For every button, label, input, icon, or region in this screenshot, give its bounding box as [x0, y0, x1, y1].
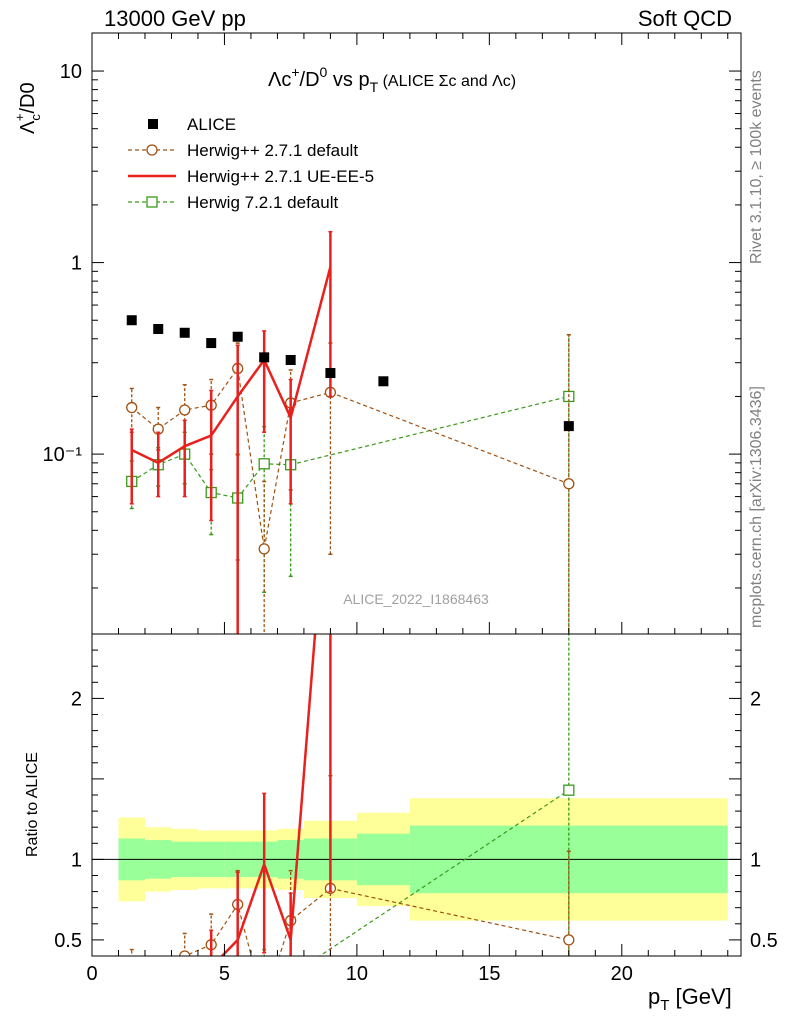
legend-entry-line: Herwig++ 2.7.1 UE-EE-5 [128, 167, 374, 186]
herwig-271-default-point [259, 999, 269, 1009]
herwig-721-default-point [127, 992, 137, 1002]
mcplots-label: mcplots.cern.ch [arXiv:1306.3436] [748, 386, 765, 628]
alice-data-point [153, 323, 164, 334]
ratio-y-tick-label-right: 2 [750, 688, 761, 710]
alice-data-point [179, 327, 190, 338]
main-series-circle [126, 333, 575, 634]
line-series-line [131, 266, 332, 465]
chart-title: Λc+/D0 vs pT (ALICE Σc and Λc) [268, 64, 516, 95]
herwig-721-default-point [206, 988, 216, 998]
herwig-721-default-point [153, 984, 163, 994]
herwig-271-default-point [258, 543, 270, 555]
herwig-721-default-point [259, 970, 269, 980]
header-left: 13000 GeV pp [104, 6, 246, 31]
x-tick-label: 5 [219, 963, 230, 985]
herwig-721-default-point [233, 993, 243, 1003]
main-y-tick-label: 1 [71, 253, 82, 275]
herwig-271-default-point [563, 478, 575, 490]
ratio-y-tick-label-right: 0.5 [750, 930, 778, 952]
main-y-tick-label: 10 [60, 61, 82, 83]
x-tick-label: 20 [611, 963, 633, 985]
herwig-271-default-point [127, 959, 137, 969]
ratio-y-tick-label-left: 2 [71, 688, 82, 710]
x-axis-label: pT [GeV] [648, 984, 732, 1014]
axis-ticks [91, 33, 741, 956]
square-series-line [131, 395, 569, 499]
herwig-271-default-point [563, 934, 575, 946]
alice-data-point [563, 421, 574, 432]
alice-data-point [285, 354, 296, 365]
x-tick-label: 10 [346, 963, 368, 985]
herwig-271-default-point [126, 401, 138, 414]
analysis-watermark: ALICE_2022_I1868463 [343, 591, 489, 607]
main-y-tick-label: 10⁻¹ [43, 444, 83, 466]
legend-square-marker [146, 196, 158, 208]
x-tick-label: 15 [478, 963, 500, 985]
alice-data-point [259, 352, 270, 363]
legend: ALICE Herwig++ 2.7.1 default Herwig++ 2.7.… [128, 115, 374, 212]
legend-label: Herwig++ 2.7.1 default [187, 141, 358, 160]
herwig-271-default-point [179, 404, 191, 416]
rivet-label: Rivet 3.1.10, ≥ 100k events [748, 70, 765, 264]
ratio-y-tick-label-left: 1 [71, 849, 82, 871]
ratio-series-square [127, 634, 575, 1003]
main-ylabel: Λc+/D0 [12, 82, 43, 134]
axis-tick-labels: 0 5 10 15 20 10 1 10⁻¹ 2 2 1 1 0.5 0.5 [43, 61, 778, 985]
alice-data-point [325, 368, 336, 379]
legend-entry-data: ALICE [148, 115, 236, 134]
legend-label: ALICE [187, 115, 236, 134]
alice-data-point [378, 376, 389, 387]
herwig-721-default-point [286, 970, 296, 980]
circle-series-line [131, 366, 570, 549]
alice-data-point [126, 315, 137, 326]
legend-label: Herwig 7.2.1 default [187, 193, 338, 212]
alice-data-point [232, 331, 243, 342]
main-series-line [129, 230, 333, 634]
herwig-721-default-point [258, 458, 270, 470]
line-series-line [220, 634, 317, 956]
alice-data-point [206, 338, 217, 349]
ratio-y-tick-label-left: 0.5 [54, 930, 82, 952]
ratio-y-tick-label-right: 1 [750, 849, 761, 871]
legend-circle-marker [146, 144, 158, 156]
herwig-271-default-point [179, 950, 191, 956]
data-series [126, 230, 575, 1009]
herwig-721-default-point [180, 978, 190, 988]
ratio-ylabel: Ratio to ALICE [24, 752, 41, 857]
header-right: Soft QCD [638, 6, 732, 31]
main-series-data [126, 315, 574, 432]
x-tick-label: 0 [86, 963, 97, 985]
legend-label: Herwig++ 2.7.1 UE-EE-5 [187, 167, 374, 186]
legend-data-marker [148, 119, 158, 129]
herwig-271-default-point [153, 967, 163, 977]
legend-entry-square: Herwig 7.2.1 default [128, 193, 338, 212]
herwig-721-default-point [563, 784, 575, 796]
legend-entry-circle: Herwig++ 2.7.1 default [128, 141, 358, 160]
